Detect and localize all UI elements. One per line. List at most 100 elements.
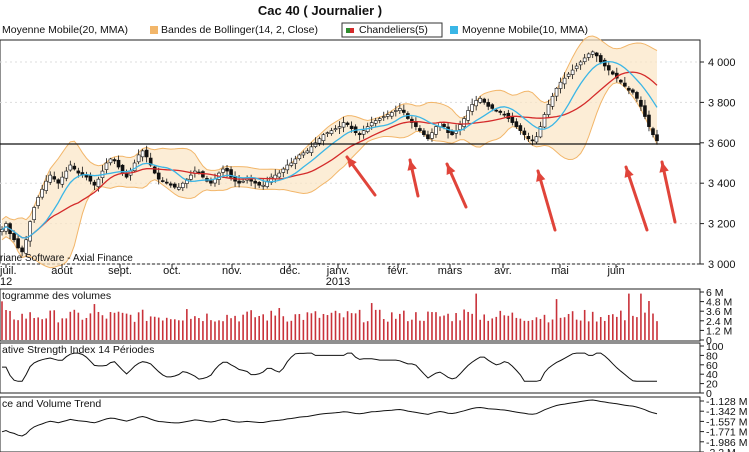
legend-bollinger-swatch <box>150 26 158 34</box>
candle-body <box>36 197 40 206</box>
volume-y-tick-label: 0 <box>706 335 712 347</box>
volume-bar <box>555 299 558 340</box>
volume-bar <box>246 311 248 340</box>
candle-body <box>526 136 531 140</box>
volume-bar <box>310 313 313 340</box>
rsi-y-tick-label: 20 <box>706 379 718 391</box>
volume-bar <box>61 318 64 340</box>
volume-bar <box>523 320 526 340</box>
candle-body <box>301 152 306 156</box>
volume-panel: togramme des volumes 6 M4.8 M3.6 M2.4 M1… <box>0 287 732 347</box>
volume-bar <box>531 320 534 340</box>
volume-bar <box>507 315 510 340</box>
pvt-y-tick-label: -1.986 M <box>706 437 747 449</box>
pvt-y-tick-label: -1.342 M <box>706 406 747 418</box>
volume-panel-frame <box>0 288 701 342</box>
candle-body <box>466 110 470 121</box>
candle-body <box>225 168 229 172</box>
candle-body <box>28 221 32 242</box>
volume-bar <box>515 317 518 340</box>
volume-y-axis: 6 M4.8 M3.6 M2.4 M1.2 M0 <box>700 287 732 347</box>
volume-bar <box>137 312 140 340</box>
volume-bar <box>519 318 522 340</box>
volume-bar <box>491 318 494 340</box>
volume-bar <box>431 312 433 340</box>
legend-candles-box <box>341 22 443 38</box>
volume-y-tick-label: 1.2 M <box>706 325 732 337</box>
candle-body <box>156 172 161 180</box>
pvt-y-tick-label: -2.2 M <box>706 447 736 452</box>
candle-body <box>261 184 265 187</box>
candle-body <box>76 170 81 174</box>
volume-bar <box>599 317 602 340</box>
candle-body <box>506 112 511 119</box>
legend-ma10-swatch <box>450 26 458 34</box>
volume-bar <box>411 319 413 340</box>
volume-bar <box>338 313 341 340</box>
volume-bar <box>37 317 39 340</box>
candle-body <box>458 124 462 130</box>
volume-bar <box>242 314 244 340</box>
candle-body <box>52 176 57 180</box>
candle-body <box>574 65 579 69</box>
volume-bar <box>161 320 164 340</box>
candle-body <box>297 154 302 159</box>
candle-body <box>309 146 314 153</box>
volume-bar <box>254 317 256 340</box>
candle-body <box>148 157 153 166</box>
volume-bar <box>342 317 345 340</box>
volume-bar <box>358 309 361 340</box>
volume-bar <box>447 313 449 340</box>
volume-bar <box>487 320 490 340</box>
volume-bar <box>419 320 421 340</box>
volume-bar <box>374 309 377 340</box>
volume-bar <box>632 315 634 340</box>
volume-bar <box>274 315 277 340</box>
rsi-line <box>2 352 657 382</box>
volume-bar <box>97 311 100 340</box>
volume-bar <box>652 313 654 340</box>
volume-bar <box>178 320 180 340</box>
volume-bar <box>41 319 43 340</box>
volume-bar <box>258 315 260 340</box>
candle-body <box>281 168 286 173</box>
legend-candle-swatch-up <box>346 28 350 33</box>
pvt-y-axis: -1.128 M-1.342 M-1.557 M-1.771 M-1.986 M… <box>700 396 747 452</box>
candle-body <box>249 179 253 182</box>
candle-body <box>333 128 338 131</box>
volume-bar <box>439 316 441 340</box>
volume-bar <box>624 320 626 340</box>
volume-bar <box>471 313 473 340</box>
volume-bar <box>366 321 369 340</box>
volume-y-tick-label: 4.8 M <box>706 297 732 309</box>
candle-body <box>442 123 446 127</box>
volume-bar <box>579 320 582 340</box>
volume-bar <box>543 314 546 340</box>
candle-body <box>502 113 507 116</box>
month-label: sept. <box>108 265 132 277</box>
candle-body <box>108 158 113 164</box>
candle-body <box>60 176 65 185</box>
volume-y-tick-label: 3.6 M <box>706 306 732 318</box>
month-label: mars <box>438 265 463 277</box>
candle-body <box>377 118 382 121</box>
volume-bar <box>5 310 7 340</box>
candle-body <box>140 150 145 158</box>
candle-body <box>321 134 326 141</box>
volume-bar <box>527 320 530 340</box>
volume-bar <box>173 319 176 340</box>
candle-body <box>68 164 73 171</box>
volume-bar <box>222 321 224 340</box>
candle-body <box>84 175 89 178</box>
volume-bar <box>157 317 160 340</box>
volume-bar <box>611 314 614 340</box>
main-y-tick-label: 3 200 <box>708 219 736 231</box>
candle-body <box>610 71 615 75</box>
candle-body <box>498 110 503 113</box>
volume-bar <box>640 293 642 340</box>
candle-body <box>462 118 466 127</box>
candle-body <box>325 132 330 134</box>
candle-body <box>104 162 109 170</box>
main-y-tick-label: 3 800 <box>708 97 736 109</box>
